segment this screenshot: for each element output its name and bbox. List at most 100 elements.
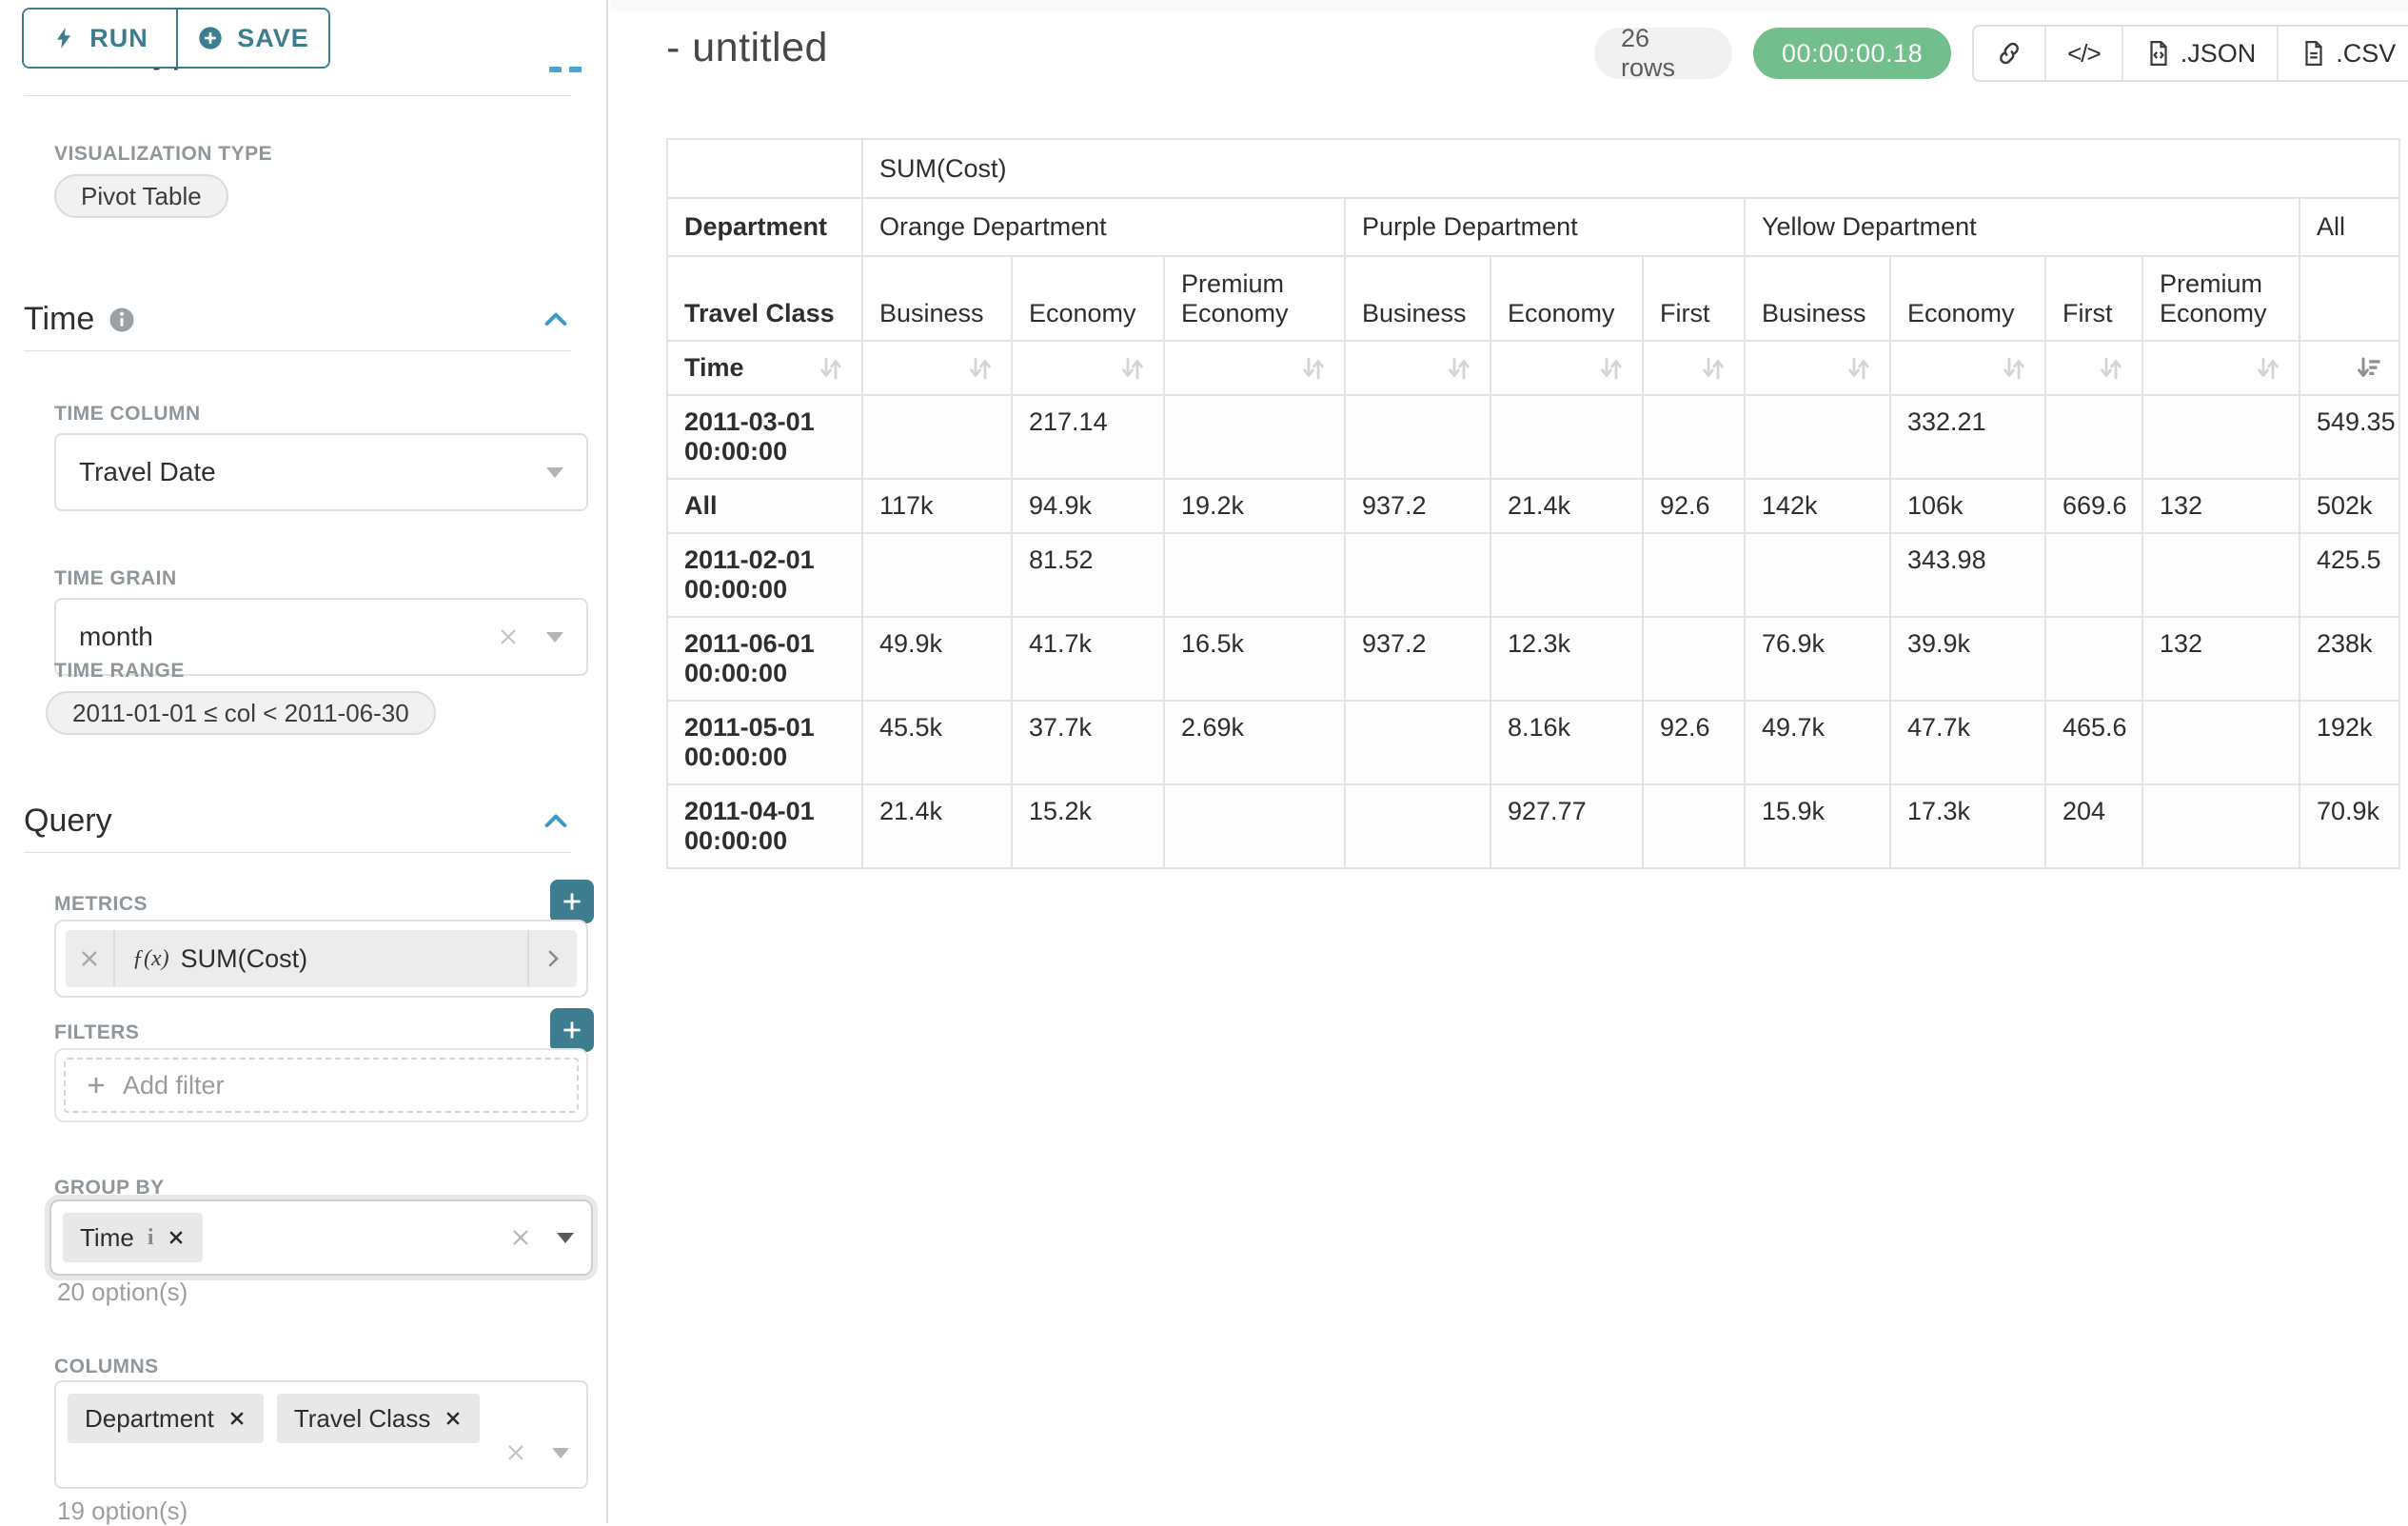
time-grain-value: month	[79, 622, 153, 651]
remove-chip-icon[interactable]	[167, 1228, 186, 1247]
time-range-value: 2011-01-01 ≤ col < 2011-06-30	[72, 698, 409, 727]
group-by-label: GROUP BY	[54, 1177, 165, 1199]
chip-label: Department	[85, 1403, 214, 1433]
cell	[861, 394, 1013, 480]
query-section-header[interactable]: Query	[24, 803, 571, 840]
sort-icon[interactable]	[2000, 354, 2028, 383]
run-save-button-group: RUN SAVE	[22, 8, 330, 69]
chevron-down-icon	[546, 466, 563, 478]
cell: 16.5k	[1163, 616, 1346, 702]
time-grain-select[interactable]: month	[54, 598, 588, 676]
cell: 132	[2142, 616, 2300, 702]
columns-chip-travel-class[interactable]: Travel Class	[276, 1394, 481, 1443]
cell	[1642, 616, 1746, 702]
sort-icon[interactable]	[966, 354, 995, 383]
table-row: 2011-05-01 00:00:00 45.5k 37.7k 2.69k 8.…	[666, 700, 2401, 785]
col-header: Business	[1744, 255, 1891, 342]
cell	[2142, 532, 2300, 618]
plus-icon	[563, 893, 581, 910]
save-button-label: SAVE	[237, 23, 309, 52]
sort-icon[interactable]	[2254, 354, 2282, 383]
cell: 204	[2044, 783, 2143, 869]
col-header-all-empty	[2298, 255, 2401, 342]
time-column-select[interactable]: Travel Date	[54, 433, 588, 511]
cell: 21.4k	[1490, 478, 1644, 534]
row-count-badge: 26 rows	[1594, 24, 1732, 82]
view-query-button[interactable]: </>	[2044, 27, 2122, 80]
chart-title[interactable]: - untitled	[666, 25, 828, 70]
cell	[1163, 532, 1346, 618]
cell: 106k	[1889, 478, 2046, 534]
cell: 41.7k	[1011, 616, 1165, 702]
clear-icon[interactable]	[497, 625, 520, 648]
save-button[interactable]: SAVE	[176, 10, 328, 67]
table-row-total: All 117k 94.9k 19.2k 937.2 21.4k 92.6 14…	[666, 478, 2401, 534]
time-section-header[interactable]: Time	[24, 301, 571, 338]
sort-icon[interactable]	[817, 354, 845, 383]
department-dim-label: Department	[666, 197, 863, 257]
columns-chip-department[interactable]: Department	[68, 1394, 264, 1443]
sort-icon[interactable]	[1699, 354, 1727, 383]
cell	[1344, 394, 1491, 480]
cell: 332.21	[1889, 394, 2046, 480]
columns-select[interactable]: Department Travel Class	[54, 1380, 588, 1489]
sort-icon[interactable]	[2097, 354, 2125, 383]
cell: 45.5k	[861, 700, 1013, 785]
export-csv-button[interactable]: .CSV	[2277, 27, 2408, 80]
group-header-purple: Purple Department	[1344, 197, 1746, 257]
columns-options-hint: 19 option(s)	[57, 1496, 188, 1525]
time-column-value: Travel Date	[79, 457, 216, 486]
group-by-select[interactable]: Time i	[49, 1199, 593, 1276]
divider	[24, 852, 571, 853]
clear-icon[interactable]	[509, 1226, 532, 1249]
remove-metric-button[interactable]	[66, 930, 115, 987]
cell: 76.9k	[1744, 616, 1891, 702]
csv-label: .CSV	[2336, 38, 2397, 68]
cell	[2142, 783, 2300, 869]
sort-icon[interactable]	[1118, 354, 1147, 383]
group-by-chip-time[interactable]: Time i	[63, 1213, 204, 1262]
cell	[2044, 532, 2143, 618]
sort-icon[interactable]	[1299, 354, 1328, 383]
clear-icon[interactable]	[504, 1441, 527, 1464]
cell	[2142, 394, 2300, 480]
chevron-down-icon[interactable]	[552, 1447, 569, 1458]
time-range-pill[interactable]: 2011-01-01 ≤ col < 2011-06-30	[46, 691, 436, 735]
export-json-button[interactable]: .JSON	[2121, 27, 2278, 80]
remove-chip-icon[interactable]	[227, 1409, 247, 1428]
add-filter-plus-button[interactable]	[550, 1008, 594, 1052]
cell: 343.98	[1889, 532, 2046, 618]
chevron-up-icon[interactable]	[541, 806, 571, 837]
scrolled-control-fragment	[569, 67, 582, 72]
add-filter-dropzone[interactable]: Add filter	[64, 1058, 579, 1113]
code-icon: </>	[2067, 38, 2102, 68]
chevron-up-icon[interactable]	[541, 305, 571, 335]
chevron-down-icon[interactable]	[557, 1232, 574, 1243]
sort-icon[interactable]	[1845, 354, 1873, 383]
cell: 39.9k	[1889, 616, 2046, 702]
remove-chip-icon[interactable]	[444, 1409, 463, 1428]
add-metric-button[interactable]	[550, 880, 594, 923]
cell: 15.9k	[1744, 783, 1891, 869]
viz-type-pill[interactable]: Pivot Table	[54, 174, 228, 218]
metric-chip[interactable]: ƒ(x) SUM(Cost)	[66, 930, 577, 987]
expand-metric-button[interactable]	[527, 930, 577, 987]
chart-header-controls: 26 rows 00:00:00.18 </>	[1594, 24, 2408, 82]
sort-desc-active-icon[interactable]	[2354, 354, 2382, 383]
group-header-yellow: Yellow Department	[1744, 197, 2300, 257]
cell	[861, 532, 1013, 618]
time-range-label: TIME RANGE	[54, 660, 185, 682]
file-text-icon	[2299, 39, 2328, 68]
run-button[interactable]: RUN	[24, 10, 176, 67]
pivot-table-container: SUM(Cost) Department Orange Department P…	[666, 138, 2401, 869]
col-header: Business	[861, 255, 1013, 342]
add-filter-placeholder: Add filter	[123, 1070, 225, 1100]
cell: 217.14	[1011, 394, 1165, 480]
cell: 132	[2142, 478, 2300, 534]
cell: 142k	[1744, 478, 1891, 534]
sort-icon[interactable]	[1597, 354, 1626, 383]
cell: 49.9k	[861, 616, 1013, 702]
fx-icon: ƒ(x)	[132, 945, 169, 971]
sort-icon[interactable]	[1445, 354, 1473, 383]
copy-link-button[interactable]	[1974, 27, 2044, 80]
